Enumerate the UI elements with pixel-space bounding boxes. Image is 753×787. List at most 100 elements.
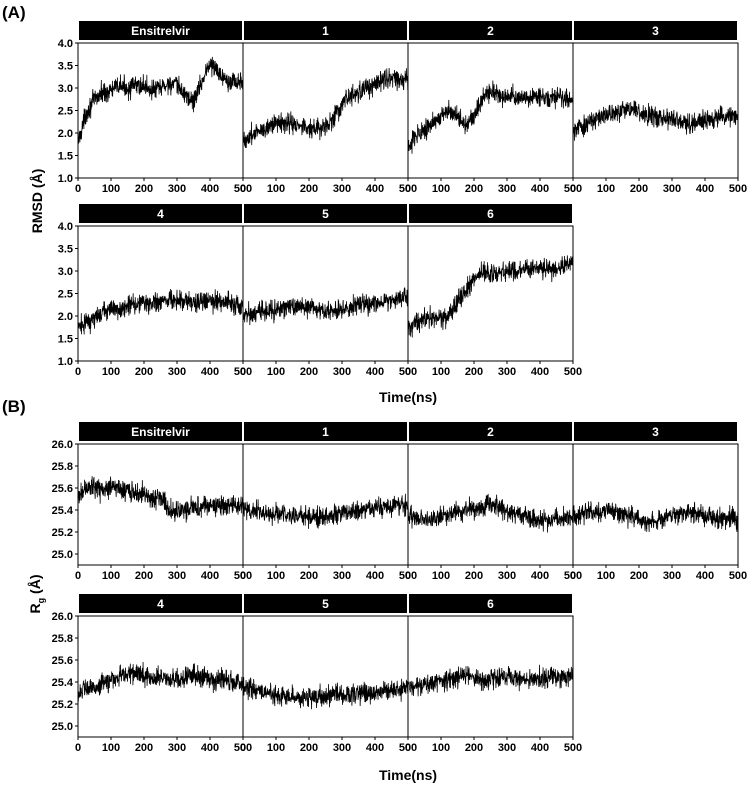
x-tick-label: 400 (531, 742, 549, 754)
y-tick-label: 25.6 (52, 655, 73, 667)
y-tick-label: 25.8 (52, 461, 73, 473)
facet-title: 2 (487, 24, 494, 38)
x-tick-label: 400 (531, 570, 549, 582)
y-tick-label: 25.4 (52, 677, 74, 689)
x-tick-label: 500 (564, 183, 582, 195)
x-tick-label: 0 (240, 366, 246, 378)
x-tick-label: 0 (240, 742, 246, 754)
x-tick-label: 300 (498, 183, 516, 195)
x-tick-label: 0 (75, 570, 81, 582)
series-line (77, 476, 244, 523)
plot-frame (407, 42, 574, 179)
series-line (407, 255, 574, 338)
y-tick-label: 25.2 (52, 699, 73, 711)
x-tick-label: 300 (168, 742, 186, 754)
facet-strip (574, 21, 737, 40)
x-tick-label: 200 (630, 570, 648, 582)
x-tick-label: 500 (399, 183, 417, 195)
x-tick-label: 100 (267, 570, 285, 582)
x-tick-label: 300 (168, 183, 186, 195)
facet-title: 1 (322, 425, 329, 439)
plot-frame (242, 42, 409, 179)
facet-strip (79, 422, 242, 441)
facet-title: 4 (157, 207, 164, 221)
facet-strip (409, 204, 572, 223)
x-tick-label: 200 (300, 742, 318, 754)
y-tick-label: 1.5 (58, 334, 73, 346)
x-tick-label: 500 (564, 366, 582, 378)
rmsd-x-axis-title: Time(ns) (379, 389, 437, 405)
x-tick-label: 100 (102, 742, 120, 754)
y-tick-label: 26.0 (52, 439, 73, 451)
rg-ylabel-sub: g (36, 598, 46, 604)
x-tick-label: 500 (399, 570, 417, 582)
rg-ylabel-main: R (27, 603, 43, 613)
x-tick-label: 400 (201, 742, 219, 754)
x-tick-label: 200 (135, 742, 153, 754)
x-tick-label: 500 (234, 570, 252, 582)
panel-a-label: (A) (2, 3, 26, 22)
x-tick-label: 0 (75, 366, 81, 378)
x-tick-label: 500 (399, 366, 417, 378)
x-tick-label: 0 (405, 742, 411, 754)
facet-title: Ensitrelvir (131, 425, 190, 439)
x-tick-label: 0 (570, 570, 576, 582)
x-tick-label: 0 (405, 183, 411, 195)
facet-strip (574, 422, 737, 441)
series-line (77, 289, 244, 335)
series-line (242, 493, 409, 529)
series-line (572, 100, 739, 141)
x-tick-label: 200 (465, 366, 483, 378)
facet-strip (79, 204, 242, 223)
series-line (77, 661, 244, 702)
x-tick-label: 100 (432, 570, 450, 582)
panel-b-label: (B) (2, 397, 26, 416)
facet-title: 6 (487, 207, 494, 221)
series-line (242, 67, 409, 149)
series-line (242, 677, 409, 710)
x-tick-label: 300 (663, 183, 681, 195)
series-line (242, 287, 409, 326)
y-tick-label: 25.4 (52, 505, 74, 517)
x-tick-label: 400 (366, 183, 384, 195)
series-line (407, 80, 574, 154)
rg-x-axis-title: Time(ns) (379, 767, 437, 783)
x-tick-label: 400 (366, 366, 384, 378)
y-tick-label: 25.6 (52, 483, 73, 495)
facet-strip (244, 204, 407, 223)
plot-frame (242, 225, 409, 362)
x-tick-label: 0 (240, 183, 246, 195)
plot-frame (572, 443, 739, 566)
facet-title: 2 (487, 425, 494, 439)
facet-strip (409, 594, 572, 613)
x-tick-label: 500 (564, 570, 582, 582)
series-line (407, 664, 574, 697)
plot-frame (77, 42, 244, 179)
facet-title: 1 (322, 24, 329, 38)
x-tick-label: 100 (102, 570, 120, 582)
x-tick-label: 300 (498, 570, 516, 582)
facet-title: 6 (487, 597, 494, 611)
facet-strip (244, 21, 407, 40)
x-tick-label: 300 (498, 742, 516, 754)
x-tick-label: 0 (570, 183, 576, 195)
y-tick-label: 25.2 (52, 527, 73, 539)
x-tick-label: 200 (465, 183, 483, 195)
x-tick-label: 500 (234, 742, 252, 754)
x-tick-label: 400 (696, 570, 714, 582)
x-tick-label: 400 (201, 366, 219, 378)
x-tick-label: 300 (333, 366, 351, 378)
x-tick-label: 200 (300, 183, 318, 195)
facet-title: 3 (652, 425, 659, 439)
x-tick-label: 300 (498, 366, 516, 378)
x-tick-label: 200 (300, 366, 318, 378)
x-tick-label: 0 (240, 570, 246, 582)
facet-title: 4 (157, 597, 164, 611)
x-tick-label: 400 (201, 183, 219, 195)
y-tick-label: 3.5 (58, 61, 73, 73)
x-tick-label: 100 (267, 742, 285, 754)
y-tick-label: 3.0 (58, 266, 73, 278)
y-tick-label: 3.0 (58, 83, 73, 95)
x-tick-label: 200 (465, 570, 483, 582)
